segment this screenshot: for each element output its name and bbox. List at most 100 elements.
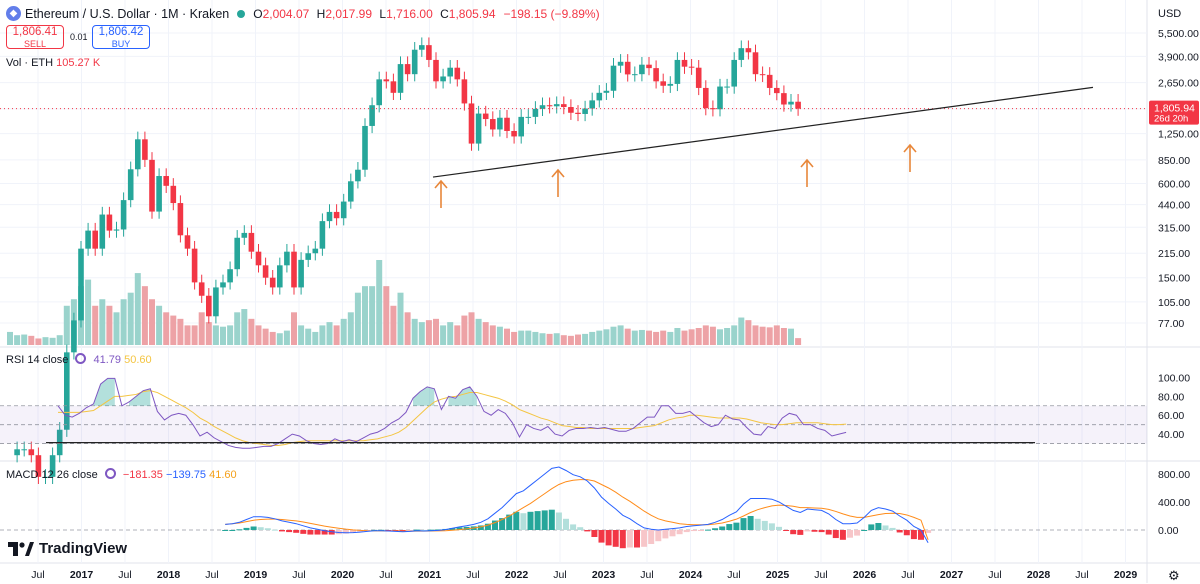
symbol-legend[interactable]: ◆ Ethereum / U.S. Dollar · 1M · Kraken O… [6,6,600,21]
candle-body [14,449,20,456]
macd-histogram-bar [236,529,243,531]
macd-histogram-bar [747,516,754,530]
volume-bar [603,329,610,345]
macd-histogram-bar [648,530,655,544]
macd-legend[interactable]: MACD 12 26 close −181.35 −139.75 41.60 [6,468,237,481]
x-tick-label: Jul [727,569,740,581]
volume-bar [717,329,723,345]
currency-label[interactable]: USD [1158,8,1182,20]
volume-bar [688,329,695,345]
candle-body [582,108,588,114]
volume-bar [49,337,56,345]
candle-body [248,232,255,252]
candle-body [518,116,524,137]
volume-bar [291,312,297,345]
volume-bar [589,331,596,345]
candle-body [397,64,404,93]
candle-body [426,45,432,60]
x-tick-label: Jul [292,569,305,581]
candle-body [291,251,297,288]
macd-histogram-bar [612,530,619,547]
candle-body [213,287,219,317]
volume-legend[interactable]: Vol · ETH 105.27 K [6,57,100,69]
volume-bar [518,330,525,345]
rsi-label: RSI 14 close [6,354,69,366]
rsi-settings-icon[interactable] [75,353,87,364]
macd-label: MACD 12 26 close [6,469,98,481]
macd-histogram-bar [499,518,506,530]
candle-body [660,81,666,86]
volume-bar [113,312,120,345]
candle-body [419,45,425,50]
volume-bar [752,325,759,345]
x-tick-label: 2019 [244,569,268,581]
volume-bar [724,328,731,345]
x-tick-label: 2024 [679,569,703,581]
candle-body [255,251,262,266]
volume-bar [390,305,397,345]
volume-bar [709,326,716,345]
price-tick-label: 105.00 [1158,297,1190,309]
candle-body [511,130,517,137]
macd-histogram-bar [293,530,300,533]
volume-bar [695,328,702,345]
price-tick-label: 150.00 [1158,273,1190,285]
annotation-arrow [800,158,814,187]
macd-histogram-bar [513,511,520,530]
macd-histogram-bar [740,518,747,530]
tradingview-logo-icon [8,541,34,556]
macd-histogram-bar [761,520,768,530]
tradingview-logo[interactable]: TradingView [8,540,127,557]
volume-bar [773,325,780,345]
candle-body [639,64,645,75]
volume-bar [56,335,63,345]
macd-histogram-bar [634,530,640,548]
macd-histogram-bar [413,529,420,531]
price-tick-label: 5,500.00 [1158,28,1199,40]
volume-bar [347,312,354,345]
macd-histogram-bar [619,530,626,549]
macd-histogram-bar [520,513,527,530]
price-tick-label: 3,900.00 [1158,51,1199,63]
volume-bar [553,333,560,345]
macd-histogram-bar [754,518,761,530]
candle-body [135,139,141,170]
volume-bar [305,328,312,345]
x-tick-label: 2017 [70,569,94,581]
volume-bar [447,322,454,345]
time-axis-settings-icon[interactable]: ⚙ [1168,568,1180,583]
candle-body [688,66,695,68]
last-price-tag [1149,100,1199,125]
macd-histogram-bar [250,526,257,530]
sell-button[interactable]: 1,806.41 SELL [6,25,64,49]
macd-histogram-bar [591,530,598,537]
macd-histogram-bar [428,529,435,531]
volume-bar [14,335,21,345]
rsi-tick-label: 80.00 [1158,391,1184,403]
macd-histogram-bar [527,511,534,530]
rsi-legend[interactable]: RSI 14 close 41.79 50.60 [6,353,152,366]
high-value: 2,017.99 [325,6,373,21]
volume-bar [262,328,269,345]
macd-settings-icon[interactable] [104,468,116,479]
price-tick-label: 77.00 [1158,318,1184,330]
candle-body [113,229,120,231]
candle-body [461,79,468,104]
volume-bar [795,338,802,345]
buy-button[interactable]: 1,806.42 BUY [92,25,150,49]
candle-body [376,79,382,106]
volume-bar [461,315,468,345]
x-tick-label: 2029 [1114,569,1138,581]
volume-bar [525,330,532,345]
volume-bar [383,286,390,345]
volume-bar [369,286,376,345]
candle-body [156,176,162,212]
ethereum-icon: ◆ [6,6,21,21]
macd-histogram-bar [541,510,548,530]
candle-body [142,139,148,160]
macd-histogram-bar [598,530,605,543]
volume-bar [354,292,361,345]
x-tick-label: 2021 [418,569,442,581]
candle-body [85,230,91,249]
